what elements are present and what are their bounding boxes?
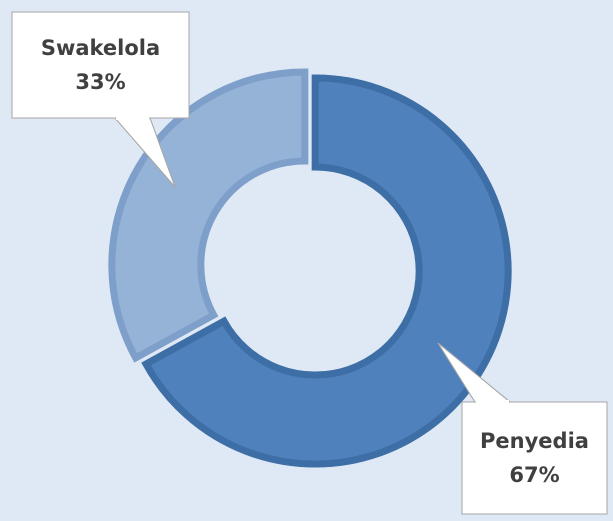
- category-label: Penyedia: [480, 429, 589, 453]
- callout-seam: [116, 116, 149, 120]
- callout: Penyedia 67%: [437, 342, 608, 515]
- callout: Swakelola 33%: [11, 11, 190, 188]
- donut-slice: [108, 68, 309, 363]
- category-label: Swakelola: [41, 36, 160, 60]
- value-label: 67%: [509, 463, 559, 487]
- value-label: 33%: [75, 70, 125, 94]
- callout-seam: [476, 400, 509, 404]
- donut-slice: [141, 74, 512, 468]
